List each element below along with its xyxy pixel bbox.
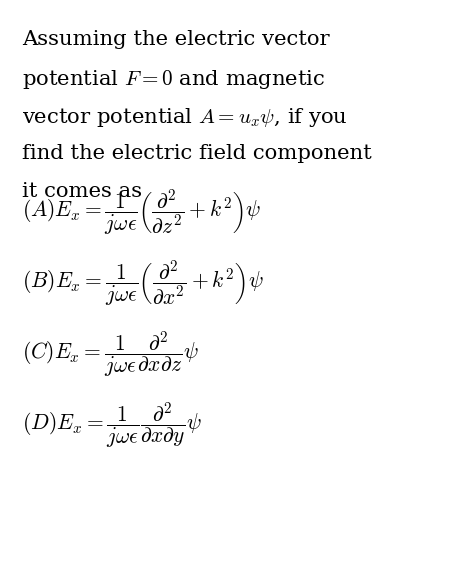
Text: potential $\mathit{F}=0$ and magnetic: potential $\mathit{F}=0$ and magnetic [22, 68, 326, 91]
Text: Assuming the electric vector: Assuming the electric vector [22, 30, 329, 49]
Text: find the electric field component: find the electric field component [22, 144, 372, 163]
Text: $(\mathit{A})E_x = \dfrac{1}{j\omega\epsilon}\left(\dfrac{\partial^2}{\partial z: $(\mathit{A})E_x = \dfrac{1}{j\omega\eps… [22, 188, 261, 238]
Text: vector potential $\mathit{A}=u_x\psi$, if you: vector potential $\mathit{A}=u_x\psi$, i… [22, 106, 348, 129]
Text: $(\mathit{B})E_x = \dfrac{1}{j\omega\epsilon}\left(\dfrac{\partial^2}{\partial x: $(\mathit{B})E_x = \dfrac{1}{j\omega\eps… [22, 259, 264, 309]
Text: it comes as: it comes as [22, 182, 142, 201]
Text: $(\mathit{D})E_x = \dfrac{1}{j\omega\epsilon}\dfrac{\partial^2}{\partial x\parti: $(\mathit{D})E_x = \dfrac{1}{j\omega\eps… [22, 401, 202, 451]
Text: $(\mathit{C})E_x = \dfrac{1}{j\omega\epsilon}\dfrac{\partial^2}{\partial x\parti: $(\mathit{C})E_x = \dfrac{1}{j\omega\eps… [22, 330, 199, 380]
